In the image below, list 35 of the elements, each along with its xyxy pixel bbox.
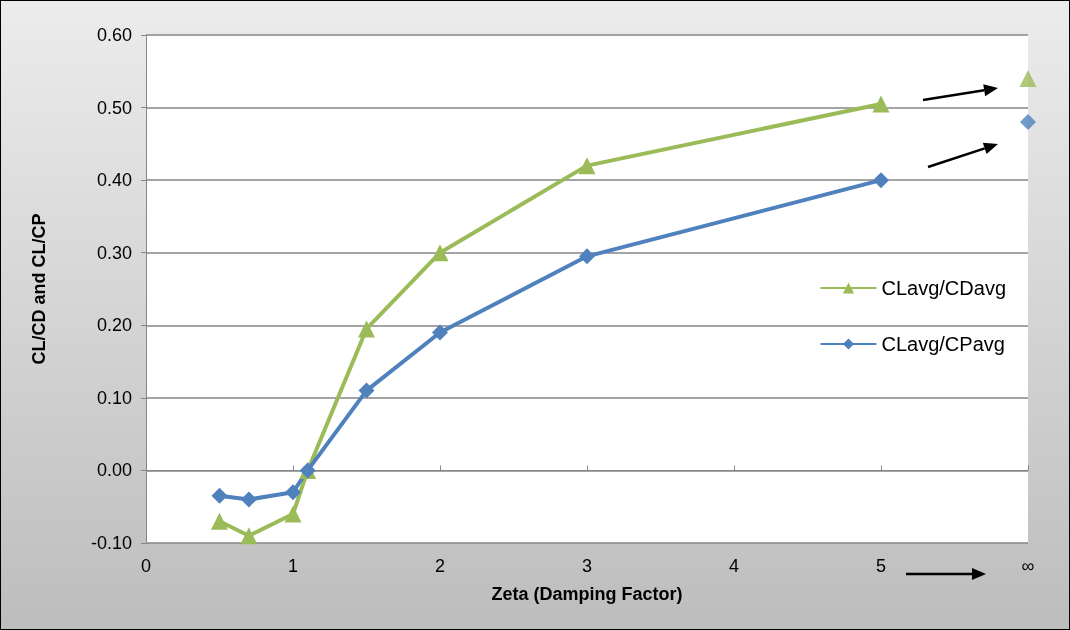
x-tick-label: 4 — [728, 556, 740, 576]
point — [358, 320, 375, 338]
x-tick-label: 5 — [875, 556, 887, 576]
y-tick-label: 0.20 — [96, 315, 132, 336]
y-tick-label: -0.10 — [90, 533, 132, 553]
y-tick-label: 0.60 — [96, 25, 132, 45]
y-tick-label: 0.50 — [96, 97, 132, 118]
point — [358, 382, 375, 399]
y-tick-label: 0.30 — [96, 242, 132, 263]
point — [1019, 70, 1037, 88]
point — [579, 248, 595, 265]
point — [1020, 114, 1036, 131]
point — [285, 484, 301, 501]
y-axis-title: CL/CD and CL/CP — [29, 213, 49, 365]
y-tick-label: 0.10 — [96, 387, 132, 408]
point — [211, 487, 228, 504]
point — [431, 244, 449, 262]
point — [284, 505, 302, 523]
point — [873, 172, 889, 189]
y-tick-label: 0.00 — [96, 460, 132, 481]
y-tick-label: 0.40 — [96, 170, 132, 191]
legend-label: CLavg/CDavg — [881, 277, 1007, 299]
x-axis-title: Zeta (Damping Factor) — [491, 584, 683, 604]
point — [872, 95, 890, 113]
point — [578, 157, 596, 175]
point — [432, 324, 448, 341]
point — [240, 491, 257, 508]
point — [240, 527, 258, 545]
point — [211, 512, 228, 530]
x-tick-label: 0 — [140, 556, 152, 576]
x-tick-label: 3 — [581, 556, 593, 576]
x-tick-label: ∞ — [1021, 556, 1035, 576]
x-tick-label: 2 — [434, 556, 446, 576]
x-tick-label: 1 — [287, 556, 299, 576]
legend-label: CLavg/CPavg — [881, 333, 1005, 355]
